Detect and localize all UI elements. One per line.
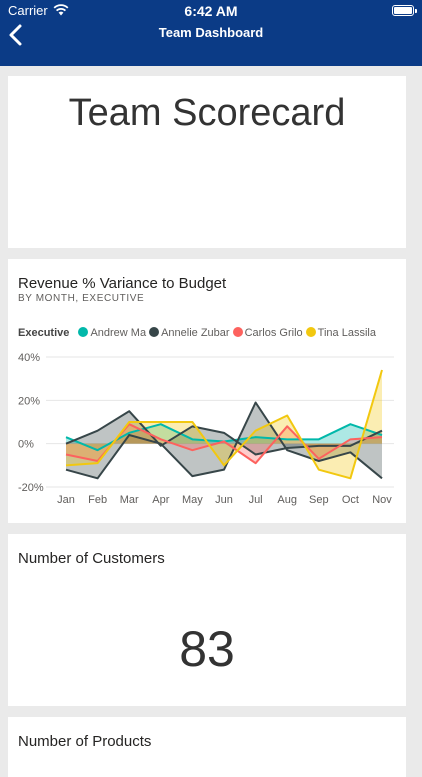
legend-marker (232, 327, 243, 337)
y-tick-label: 0% (18, 439, 34, 451)
scorecard-tile[interactable]: Team Scorecard (8, 76, 406, 248)
legend-title: Executive (18, 327, 70, 339)
carrier-label: Carrier (8, 3, 48, 18)
legend-marker (78, 327, 89, 337)
y-tick-label: 20% (18, 395, 40, 407)
series-line (65, 369, 383, 480)
status-bar: Carrier 6:42 AM (0, 0, 422, 22)
chart-subtitle: BY MONTH, EXECUTIVE (18, 293, 145, 304)
customers-tile[interactable]: Number of Customers 83 (8, 534, 406, 706)
legend-item[interactable]: Tina Lassila (305, 327, 376, 339)
battery-icon (392, 5, 417, 16)
back-chevron-icon[interactable] (6, 22, 28, 48)
x-tick-label: Mar (120, 494, 139, 506)
x-tick-label: Apr (152, 494, 169, 506)
x-tick-label: Sep (309, 494, 329, 506)
customers-value: 83 (179, 621, 235, 677)
x-tick-label: Jun (215, 494, 233, 506)
x-tick-label: Aug (277, 494, 297, 506)
legend-label: Andrew Ma (90, 327, 147, 339)
navigation-bar: Carrier 6:42 AM Team Dashboard (0, 0, 422, 66)
y-tick-label: 40% (18, 352, 40, 364)
scorecard-title: Team Scorecard (68, 92, 346, 134)
legend-marker (149, 327, 160, 337)
legend-label: Annelie Zubar (161, 327, 230, 339)
x-tick-label: Nov (372, 494, 392, 506)
wifi-icon (53, 4, 69, 16)
products-tile[interactable]: Number of Products (8, 717, 406, 777)
legend-item[interactable]: Annelie Zubar (149, 327, 230, 339)
clock: 6:42 AM (184, 3, 238, 19)
series-line (65, 410, 383, 456)
series-area (66, 402, 382, 479)
x-tick-label: Feb (88, 494, 107, 506)
chart-legend: Executive Andrew Ma Annelie Zubar Carlos G… (18, 327, 379, 339)
revenue-variance-tile[interactable]: Revenue % Variance to Budget BY MONTH, E… (8, 259, 406, 523)
x-tick-label: Oct (342, 494, 359, 506)
legend-label: Carlos Grilo (244, 327, 303, 339)
customers-title: Number of Customers (18, 550, 165, 567)
legend-item[interactable]: Carlos Grilo (232, 327, 303, 339)
chart-title: Revenue % Variance to Budget (18, 275, 227, 292)
x-tick-label: Jan (57, 494, 75, 506)
y-tick-label: -20% (18, 482, 44, 494)
legend-label: Tina Lassila (317, 327, 376, 339)
legend-marker (305, 327, 316, 337)
series-area (66, 424, 382, 464)
x-tick-label: May (182, 494, 203, 506)
nav-title: Team Dashboard (158, 25, 264, 40)
x-tick-label: Jul (249, 494, 263, 506)
legend-item[interactable]: Andrew Ma (78, 327, 146, 339)
series-line (65, 401, 383, 480)
products-title: Number of Products (18, 733, 152, 750)
revenue-variance-chart: 40% 20% 0% -20% Jan Feb Mar Apr May Jun Jul Aug Sep O… (18, 352, 394, 506)
